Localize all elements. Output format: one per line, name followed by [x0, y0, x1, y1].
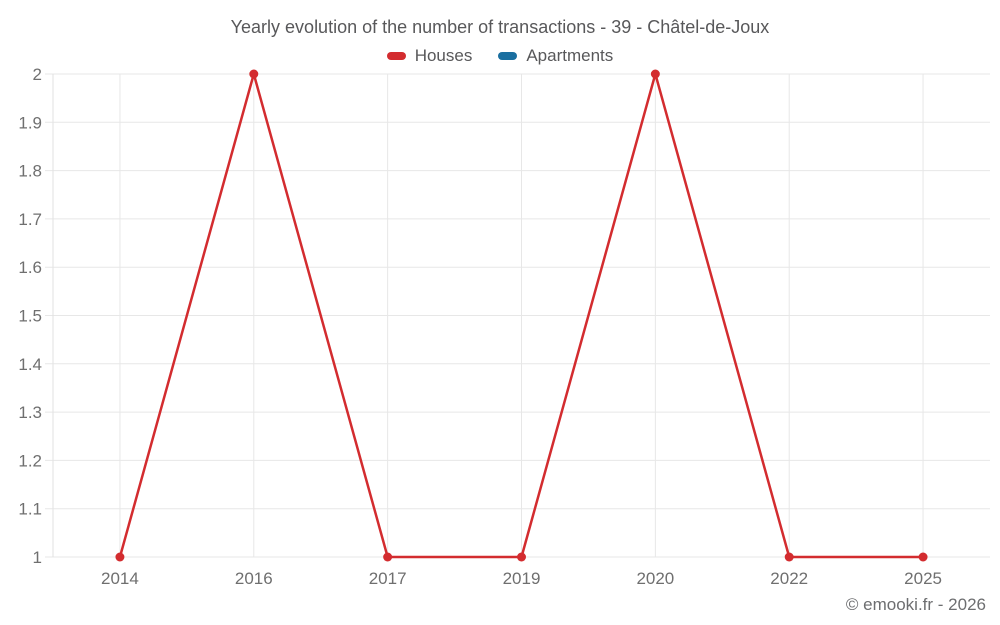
watermark: © emooki.fr - 2026: [845, 595, 986, 614]
data-point-houses-2022[interactable]: [784, 552, 794, 562]
y-tick-label: 1.9: [18, 113, 42, 132]
y-tick-label: 1.3: [18, 403, 42, 422]
x-tick-label: 2025: [904, 569, 942, 588]
chart-title: Yearly evolution of the number of transa…: [230, 17, 770, 37]
y-tick-label: 1.1: [18, 500, 42, 519]
x-tick-label: 2019: [503, 569, 541, 588]
x-tick-label: 2022: [770, 569, 808, 588]
y-tick-label: 1: [33, 548, 42, 567]
data-point-houses-2014[interactable]: [115, 552, 125, 562]
y-tick-label: 1.7: [18, 210, 42, 229]
legend-item-apartments[interactable]: Apartments: [498, 46, 613, 66]
y-tick-label: 1.2: [18, 451, 42, 470]
houses-series-marker-icon: [386, 52, 406, 60]
y-tick-label: 1.6: [18, 258, 42, 277]
y-tick-label: 1.4: [18, 355, 42, 374]
x-tick-label: 2020: [636, 569, 674, 588]
data-point-houses-2025[interactable]: [918, 552, 928, 562]
legend-label-apartments: Apartments: [526, 46, 614, 65]
x-tick-label: 2016: [235, 569, 273, 588]
y-tick-label: 2: [33, 65, 42, 84]
y-tick-label: 1.8: [18, 162, 42, 181]
legend-item-houses[interactable]: Houses: [386, 46, 473, 66]
data-point-houses-2017[interactable]: [383, 552, 393, 562]
x-tick-label: 2017: [369, 569, 407, 588]
x-tick-label: 2014: [101, 569, 139, 588]
y-tick-label: 1.5: [18, 307, 42, 326]
data-point-houses-2019[interactable]: [517, 552, 526, 562]
data-point-houses-2020[interactable]: [650, 69, 660, 79]
apartments-series-marker-icon: [498, 52, 518, 60]
legend-label-houses: Houses: [414, 46, 473, 65]
data-point-houses-2016[interactable]: [249, 69, 259, 79]
legend: Houses Apartments: [0, 46, 1000, 66]
